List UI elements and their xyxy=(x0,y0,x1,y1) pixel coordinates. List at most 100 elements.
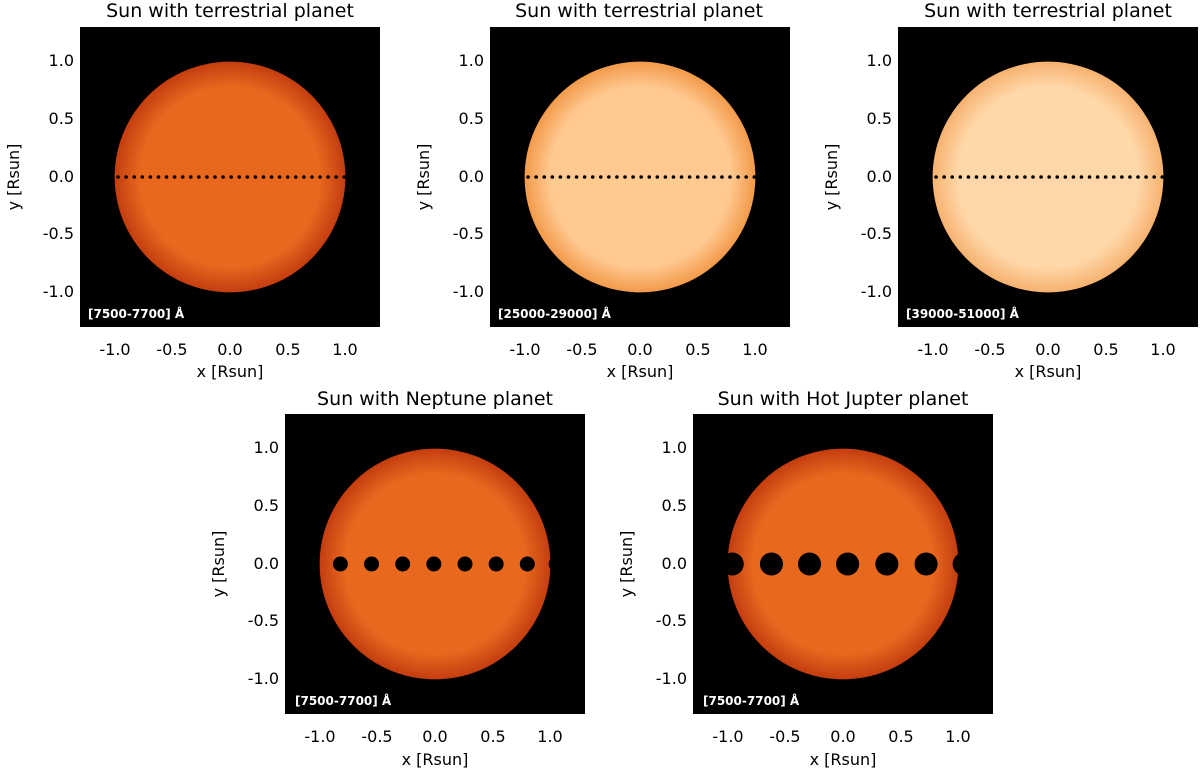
x-tick-label: 0.0 xyxy=(217,340,242,359)
planet-transit-marker xyxy=(237,175,242,179)
planet-transit-marker xyxy=(334,175,338,179)
planet-transit-marker xyxy=(550,175,555,179)
planet-transit-marker xyxy=(534,175,538,179)
planet-transit-marker xyxy=(759,552,783,576)
planet-transit-marker xyxy=(1095,175,1100,179)
planet-transit-marker xyxy=(302,175,306,179)
planet-transit-marker xyxy=(875,552,899,576)
planet-transit-marker xyxy=(671,175,676,179)
wavelength-label: [25000-29000] Å xyxy=(498,306,612,321)
x-tick-label: 1.0 xyxy=(1150,340,1175,359)
planet-transit-marker xyxy=(1055,175,1060,179)
wavelength-label: [7500-7700] Å xyxy=(295,693,392,708)
planet-transit-marker xyxy=(364,556,380,572)
planet-transit-marker xyxy=(1144,175,1148,179)
planet-transit-marker xyxy=(488,556,504,572)
wavelength-label: [7500-7700] Å xyxy=(88,306,185,321)
planet-transit-marker xyxy=(261,175,266,179)
planet-transit-marker xyxy=(229,175,233,179)
x-tick-label: -0.5 xyxy=(361,727,392,746)
x-tick-label: 0.5 xyxy=(275,340,300,359)
planet-transit-marker xyxy=(342,175,347,179)
planet-transit-marker xyxy=(958,175,963,179)
planet-transit-marker xyxy=(990,175,995,179)
panel-title: Sun with terrestrial planet xyxy=(515,0,763,22)
x-tick-label: -0.5 xyxy=(156,340,187,359)
panel-title: Sun with terrestrial planet xyxy=(924,0,1172,22)
planet-transit-marker xyxy=(679,175,684,179)
x-tick-label: -1.0 xyxy=(304,727,335,746)
x-axis-label: x [Rsun] xyxy=(402,750,469,769)
panel-title: Sun with terrestrial planet xyxy=(106,0,354,22)
y-axis-label: y [Rsun] xyxy=(4,144,23,211)
planet-transit-marker xyxy=(197,175,201,179)
planet-transit-marker xyxy=(998,175,1003,179)
y-tick-label: 1.0 xyxy=(662,438,687,457)
planet-transit-marker xyxy=(1015,175,1019,179)
panel-title: Sun with Neptune planet xyxy=(317,388,553,410)
planet-transit-marker xyxy=(1136,175,1140,179)
planet-transit-marker xyxy=(140,175,145,179)
planet-transit-marker xyxy=(952,552,976,576)
x-tick-label: 0.0 xyxy=(627,340,652,359)
wavelength-label: [39000-51000] Å xyxy=(906,306,1020,321)
x-tick-label: 1.0 xyxy=(332,340,357,359)
panel-svg: Sun with terrestrial planet [25000-29000… xyxy=(414,0,790,381)
panel-svg: Sun with terrestrial planet [7500-7700] … xyxy=(4,0,380,381)
planet-transit-marker xyxy=(1103,175,1108,179)
planet-transit-marker xyxy=(736,175,740,179)
planet-transit-marker xyxy=(966,175,971,179)
planet-transit-marker xyxy=(590,175,595,179)
planet-transit-marker xyxy=(213,175,217,179)
y-tick-label: 1.0 xyxy=(459,51,484,70)
planet-transit-marker xyxy=(942,175,946,179)
planet-transit-marker xyxy=(934,175,938,179)
planet-transit-marker xyxy=(1111,175,1116,179)
planet-transit-marker xyxy=(116,175,120,179)
planet-transit-marker xyxy=(695,175,700,179)
planet-transit-marker xyxy=(663,175,668,179)
y-tick-label: 0.0 xyxy=(49,167,74,186)
planet-transit-marker xyxy=(164,175,169,179)
panel-svg: Sun with Neptune planet [7500-7700] Å -1… xyxy=(209,388,585,769)
y-tick-label: 1.0 xyxy=(867,51,892,70)
x-tick-label: 0.0 xyxy=(830,727,855,746)
transit-panel-hot-jupiter: Sun with Hot Jupter planet [7500-7700] Å… xyxy=(613,385,1013,770)
planet-transit-marker xyxy=(639,175,643,179)
panel-title: Sun with Hot Jupter planet xyxy=(718,388,969,410)
planet-transit-marker xyxy=(1023,175,1027,179)
planet-transit-marker xyxy=(293,175,298,179)
y-tick-label: 1.0 xyxy=(49,51,74,70)
planet-transit-marker xyxy=(180,175,185,179)
planet-transit-marker xyxy=(582,175,587,179)
x-tick-label: -1.0 xyxy=(509,340,540,359)
y-tick-label: 0.5 xyxy=(662,496,687,515)
planet-transit-marker xyxy=(720,175,724,179)
planet-transit-marker xyxy=(205,175,209,179)
wavelength-label: [7500-7700] Å xyxy=(703,693,800,708)
x-tick-label: 0.5 xyxy=(1093,340,1118,359)
x-axis-label: x [Rsun] xyxy=(197,362,264,381)
planet-transit-marker xyxy=(245,175,250,179)
planet-transit-marker xyxy=(1006,175,1011,179)
x-tick-label: -0.5 xyxy=(769,727,800,746)
planet-transit-marker xyxy=(277,175,282,179)
planet-transit-marker xyxy=(566,175,571,179)
transit-panel-terrestrial-7500: Sun with terrestrial planet [7500-7700] … xyxy=(0,0,400,385)
y-tick-label: -1.0 xyxy=(453,282,484,301)
y-tick-label: 0.0 xyxy=(459,167,484,186)
y-tick-label: 0.5 xyxy=(459,109,484,128)
y-tick-label: 0.0 xyxy=(254,554,279,573)
panel-svg: Sun with terrestrial planet [39000-51000… xyxy=(822,0,1198,381)
x-tick-label: -0.5 xyxy=(974,340,1005,359)
planet-transit-marker xyxy=(574,175,579,179)
x-tick-label: 1.0 xyxy=(945,727,970,746)
planet-transit-marker xyxy=(744,175,748,179)
planet-transit-marker xyxy=(426,556,442,572)
planet-transit-marker xyxy=(687,175,692,179)
planet-transit-marker xyxy=(172,175,177,179)
planet-transit-marker xyxy=(156,175,161,179)
planet-transit-marker xyxy=(558,175,563,179)
planet-transit-marker xyxy=(395,556,411,572)
planet-transit-marker xyxy=(703,175,708,179)
